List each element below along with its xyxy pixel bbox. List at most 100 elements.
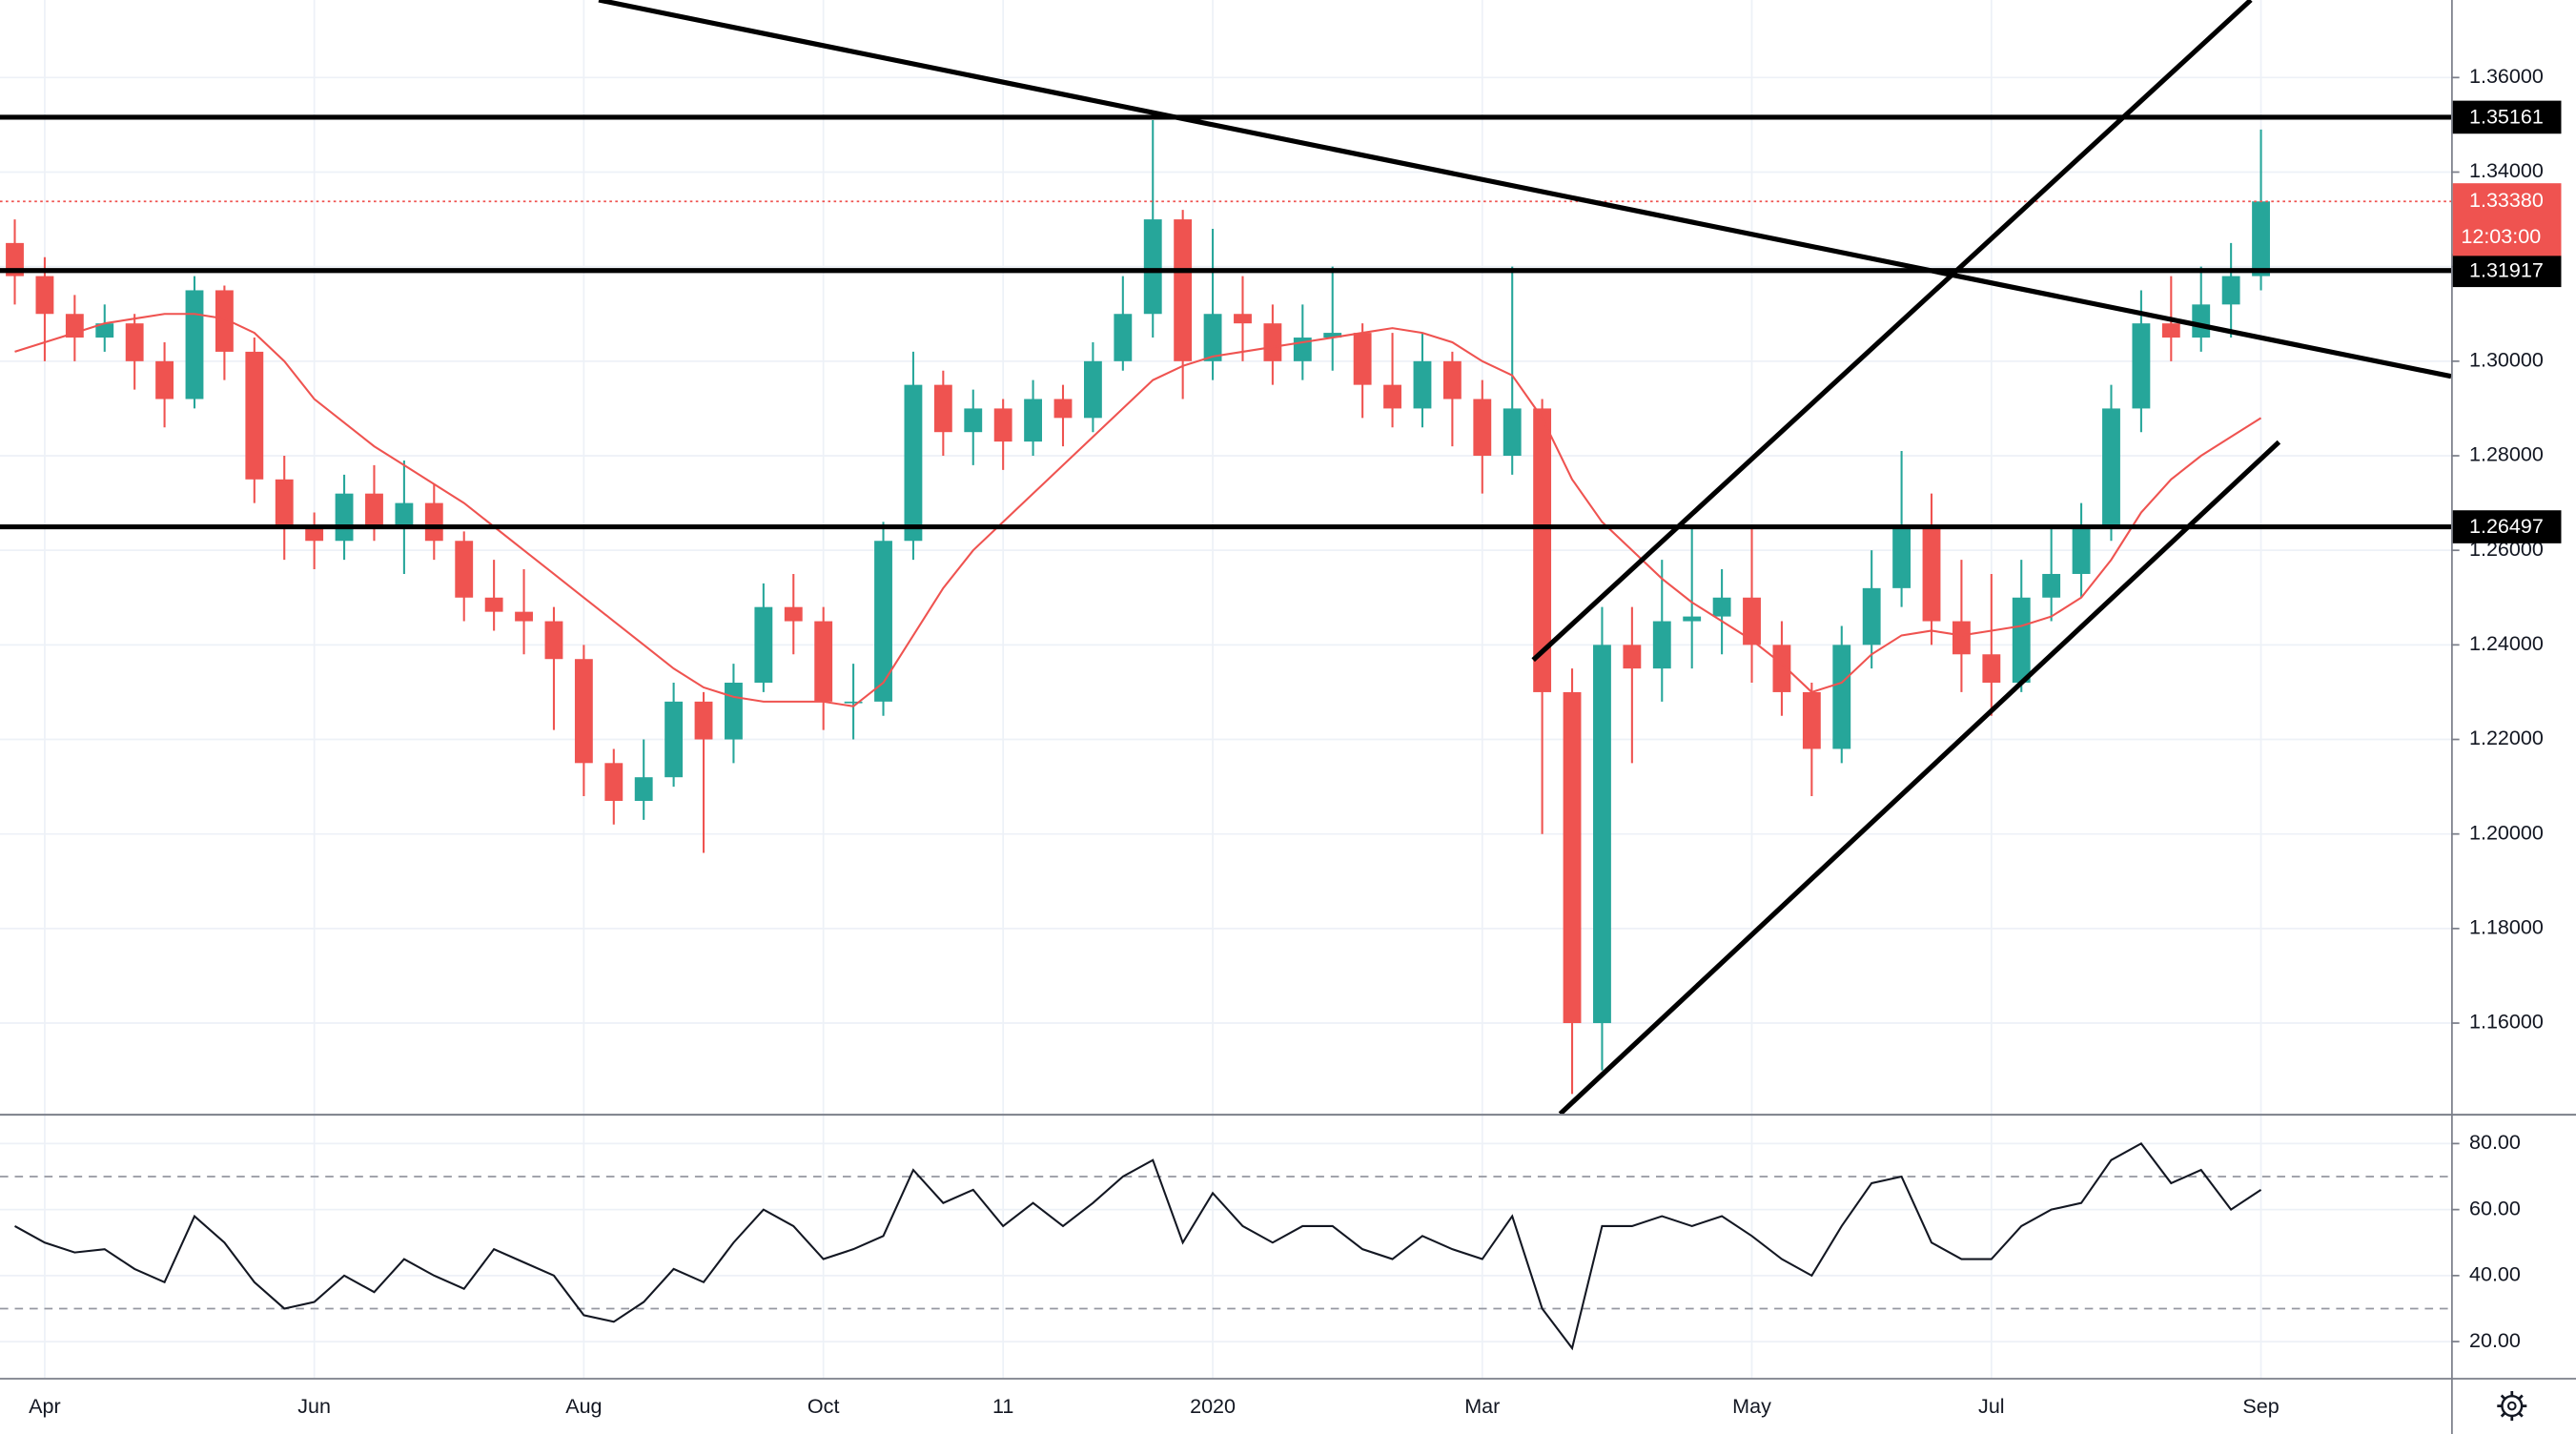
candle-body [515,611,533,622]
candle-body [1683,616,1702,622]
settings-icon[interactable] [2497,1391,2527,1422]
candle-body [395,502,414,527]
candle-body [35,276,54,315]
candle-body [484,597,503,612]
candle-body [6,242,24,277]
y-tick-label: 1.20000 [2469,820,2544,844]
candle-body [1503,408,1522,457]
candle-body [933,384,952,433]
x-tick-label: Jun [297,1394,331,1418]
candle-body [1862,587,1881,645]
candle-body [634,777,653,801]
last-price-box [2452,183,2562,256]
candle-body [1053,399,1073,419]
y-tick-label: 60.00 [2469,1196,2521,1219]
candle-body [1623,645,1642,669]
candle-body [1442,360,1462,399]
candle-body [1234,314,1252,324]
candle-body [1413,360,1432,409]
axes: Apr Jun Aug Oct 11 2020 Mar May Jul Sep 1.16000 1.1… [29,64,2562,1418]
candle-body [2161,323,2180,338]
candle-body [664,701,684,778]
candle-body [365,493,383,527]
candle-body [335,493,354,542]
moving-average [14,313,2262,707]
level-label: 1.26497 [2469,514,2544,538]
x-tick-label: Oct [808,1394,840,1418]
candle-body [694,701,713,740]
candle-body [844,701,863,704]
y-tick-label: 1.24000 [2469,631,2544,655]
candle-body [1323,333,1342,338]
candle-body [993,408,1012,442]
candle-body [1982,654,2001,684]
y-tick-label: 20.00 [2469,1328,2521,1352]
x-tick-label: Sep [2242,1394,2279,1418]
candle-body [1024,399,1043,442]
gear-hub[interactable] [2506,1401,2517,1411]
trend-line [1558,440,2281,1115]
x-tick-label: May [1732,1394,1771,1418]
level-label: 1.35161 [2469,104,2544,128]
candle-body [125,323,144,361]
candle-body [185,290,204,399]
candle-body [2042,573,2061,598]
gear-teeth[interactable] [2497,1391,2527,1422]
level-label-box [2452,510,2562,543]
candle-body [2132,323,2151,409]
candle-body [1892,526,1912,588]
candle-body [754,606,773,684]
candle-body [2072,526,2091,574]
candle-body [1743,597,1761,645]
candle-body [1832,645,1851,749]
last-price-label: 1.33380 [2469,188,2544,212]
drawings [598,0,2452,1115]
candle-body [1203,314,1222,361]
y-tick-label: 1.22000 [2469,726,2544,749]
countdown-label: 12:03:00 [2461,224,2541,248]
candle-body [155,360,174,399]
candle-body [2102,408,2120,527]
candle-body [2221,276,2240,305]
candle-body [1473,399,1492,457]
candle-body [1652,621,1671,669]
candle-body [2192,304,2211,338]
candle-body [574,659,593,764]
candle-body [1772,645,1791,692]
candle-body [1802,691,1821,749]
candle-body [245,351,264,480]
price-pane [0,114,2452,1095]
y-tick-label: 1.28000 [2469,442,2544,466]
x-tick-label: Apr [29,1394,61,1418]
candle-body [1114,314,1133,361]
candle-body [604,763,624,801]
y-tick-label: 40.00 [2469,1262,2521,1286]
candle-body [1952,621,1971,655]
y-tick-label: 1.18000 [2469,915,2544,939]
trend-line [598,0,2452,379]
y-tick-label: 1.34000 [2469,158,2544,182]
candle-body [904,384,923,542]
candle-body [215,290,234,352]
candle-body [2252,201,2270,277]
candle-body [1712,597,1731,617]
candle-body [424,502,443,542]
candle-body [874,541,892,702]
x-tick-label: 2020 [1190,1394,1236,1418]
x-tick-label: 11 [992,1394,1013,1418]
x-tick-label: Jul [1978,1394,2005,1418]
level-label-box [2452,100,2562,134]
candle-body [1593,645,1611,1024]
candle-body [784,606,803,622]
indicator-pane [0,1142,2452,1351]
candle-body [95,323,114,338]
y-tick-label: 1.30000 [2469,348,2544,372]
candle-body [814,621,833,702]
candle-body [1383,384,1401,409]
candle-body [1922,526,1941,622]
trend-line [1531,0,2253,663]
candle-body [544,621,563,660]
